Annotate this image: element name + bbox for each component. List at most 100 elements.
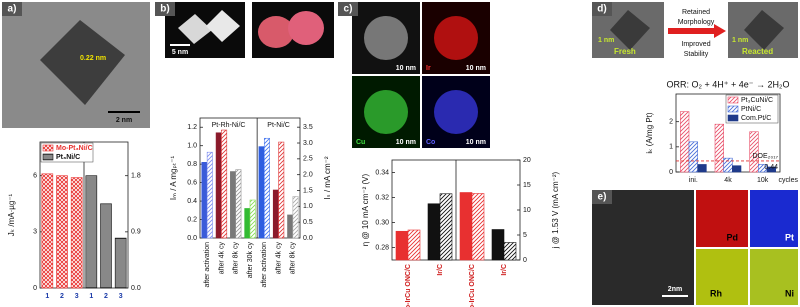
bar (263, 137, 270, 239)
panel-label: c) (344, 4, 353, 15)
legend-swatch (727, 105, 739, 113)
bar (407, 229, 421, 261)
scale-label: 10 nm (396, 139, 416, 146)
y2-tick-label: 0.5 (303, 219, 313, 226)
panel-label: e) (598, 192, 607, 203)
y-tick-label: 0.28 (375, 244, 389, 251)
spacing-label: 0.22 nm (80, 55, 106, 62)
panel-label-box (592, 190, 612, 204)
bar (723, 157, 733, 173)
legend-label: Pt₃Ni/C (56, 154, 80, 161)
y2-tick-label: 1.8 (131, 173, 141, 180)
bar (215, 132, 222, 239)
particle (434, 16, 478, 60)
arrow-text: Stability (684, 51, 709, 58)
particle (744, 10, 784, 50)
panel-label-box (2, 2, 22, 16)
y2-tick-label: 15 (523, 182, 531, 189)
scale-label: 2nm (668, 286, 682, 293)
image-label: Reacted (742, 47, 773, 56)
bar (221, 129, 228, 239)
micrograph (592, 190, 694, 305)
particle (434, 90, 478, 134)
x-tick-label: 3 (119, 293, 123, 300)
y2-tick-label: 0 (523, 257, 527, 264)
particle (40, 20, 125, 105)
y2-tick-label: 2.5 (303, 156, 313, 163)
panel-label: b) (160, 4, 169, 15)
arrow (668, 24, 726, 38)
y-axis-label: Jₖ /mA·µg⁻¹ (7, 193, 16, 236)
legend-box (40, 142, 94, 163)
arrow-text: Improved (681, 41, 710, 48)
scale-label: 2 nm (116, 117, 132, 124)
y2-tick-label: 0.0 (131, 285, 141, 292)
bar (732, 165, 742, 173)
bar (258, 146, 265, 239)
bar (206, 151, 213, 239)
scale-label: 1 nm (598, 37, 614, 44)
bar (503, 242, 517, 261)
x-tick-label: after 8k cy (233, 242, 240, 275)
bar (272, 189, 279, 239)
y2-tick-label: 10 (523, 207, 531, 214)
bar (201, 162, 208, 239)
bar (114, 237, 127, 289)
y2-tick-label: 3.5 (303, 124, 313, 131)
particle (288, 11, 324, 45)
bar (395, 230, 409, 261)
x-tick-label: after activation (204, 242, 211, 288)
scale-label: 10 nm (396, 65, 416, 72)
bar (688, 141, 698, 173)
x-tick-label: after activation (261, 242, 268, 288)
particle (206, 10, 240, 42)
y-tick-label: 0.32 (375, 194, 389, 201)
group-label: Pt-Ni/C (267, 122, 290, 129)
y-tick-label: 1.0 (187, 143, 197, 150)
bar (235, 169, 242, 239)
y-tick-label: 1.2 (187, 124, 197, 131)
scale-label: 10 nm (466, 139, 486, 146)
bar (439, 193, 453, 261)
bar (427, 203, 441, 261)
x-tick-label: 1 (89, 293, 93, 300)
bar (766, 166, 776, 173)
element-label: Pt (785, 232, 794, 242)
x-tick-label: Co-IrCu ONC/C (405, 264, 412, 307)
chart-title: ORR: O₂ + 4H⁺ + 4e⁻ → 2H₂O (666, 79, 789, 89)
y2-tick-label: 20 (523, 157, 531, 164)
y-tick-label: 0 (33, 285, 37, 292)
x-tick-label: 2 (60, 293, 64, 300)
element-label: Co (426, 139, 435, 146)
bar (100, 203, 112, 289)
y2-tick-label: 3.0 (303, 140, 313, 147)
y2-tick-label: 0.9 (131, 229, 141, 236)
legend-swatch (727, 114, 739, 122)
y-tick-label: 0.4 (187, 198, 197, 205)
x-tick-label: after 4k cy (275, 242, 282, 275)
bar (85, 175, 98, 289)
bar (244, 208, 251, 239)
eds-map (696, 249, 748, 305)
bar (41, 173, 54, 289)
bar (680, 111, 690, 173)
y-tick-label: 0.30 (375, 219, 389, 226)
y-tick-label: 0.2 (187, 216, 197, 223)
bar (491, 229, 505, 261)
group-label: Pt-Rh-Ni/C (212, 122, 246, 129)
y-tick-label: 0.8 (187, 161, 197, 168)
bar (70, 177, 83, 289)
bar (749, 131, 759, 173)
x-tick-label: 3 (75, 293, 79, 300)
y-tick-label: 0.34 (375, 169, 389, 176)
y-axis-label: η @ 10 mA cm⁻² (V) (361, 173, 370, 246)
panel-label-box (338, 2, 358, 16)
bar (249, 199, 256, 239)
y-tick-label: 3 (33, 229, 37, 236)
x-tick-label: 2 (104, 293, 108, 300)
x-tick-label: ini. (689, 177, 698, 184)
eds-map (750, 190, 798, 247)
particle (178, 14, 212, 44)
particle (364, 16, 408, 60)
